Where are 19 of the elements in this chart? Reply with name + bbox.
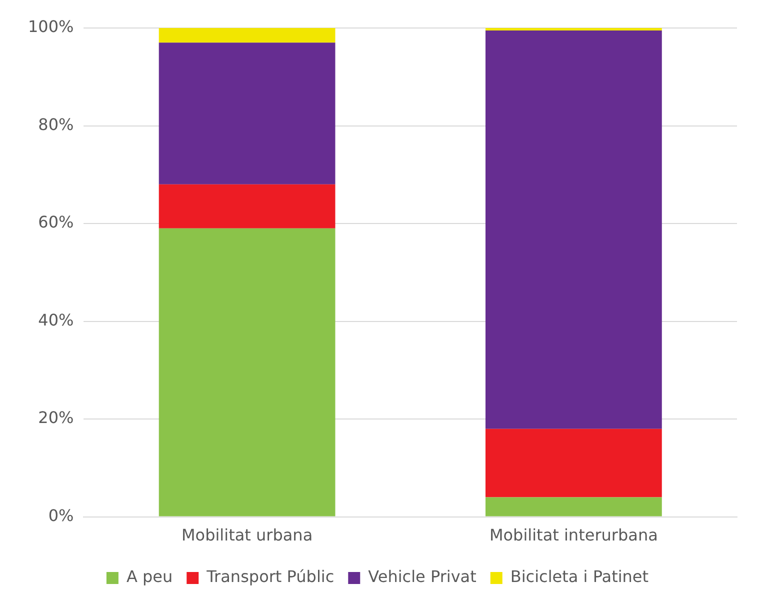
legend-label: Vehicle Privat: [368, 567, 476, 586]
x-tick-label: Mobilitat interurbana: [489, 526, 658, 545]
y-tick-label: 60%: [38, 212, 74, 232]
y-tick-label: 20%: [38, 408, 74, 428]
y-tick-label: 0%: [48, 506, 74, 525]
legend-label: A peu: [126, 567, 173, 586]
bar: [158, 28, 336, 43]
legend-label: Transport Públic: [206, 567, 334, 586]
y-tick-label: 80%: [38, 114, 74, 134]
y-tick-label: 40%: [38, 310, 74, 330]
bar: [158, 184, 336, 228]
bar: [485, 428, 662, 498]
bar: [158, 42, 336, 184]
x-tick-label: Mobilitat urbana: [181, 526, 313, 545]
legend-label: Bicicleta i Patinet: [510, 567, 649, 586]
bar: [158, 228, 336, 516]
bar: [485, 30, 662, 429]
bar: [485, 497, 662, 516]
y-tick-label: 100%: [28, 17, 74, 36]
